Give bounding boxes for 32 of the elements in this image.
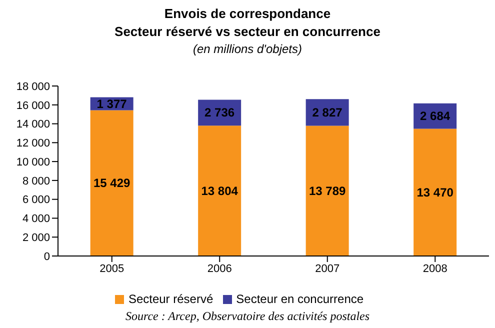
x-tick-label: 2006 (207, 262, 232, 275)
x-tick-label: 2008 (422, 262, 448, 275)
data-label: 2 827 (312, 105, 343, 120)
legend-label: Secteur en concurrence (236, 292, 364, 306)
data-label: 13 470 (416, 185, 454, 200)
source-note: Source : Arcep, Observatoire des activités postales (124, 309, 371, 324)
y-tick-label: 18 000 (16, 80, 50, 93)
chart-title: Envois de correspondance (163, 6, 332, 21)
bar (414, 128, 457, 256)
y-tick-label: 12 000 (16, 138, 50, 150)
data-label: 13 804 (201, 184, 238, 198)
y-tick-label: 0 (44, 250, 50, 263)
y-tick-label: 14 000 (16, 118, 50, 131)
y-tick-label: 10 000 (16, 156, 50, 168)
data-label: 15 429 (93, 176, 131, 190)
x-tick-label: 2005 (100, 262, 124, 275)
bar (198, 126, 242, 256)
legend-label: Secteur réservé (128, 292, 214, 306)
y-tick-label: 16 000 (16, 100, 50, 112)
y-tick-label: 4 000 (22, 213, 50, 226)
y-tick-label: 2 000 (22, 232, 50, 244)
y-tick-label: 8 000 (22, 175, 50, 188)
text: (en millions d'objets) (192, 42, 303, 56)
data-label: 2 684 (420, 109, 450, 124)
bar (306, 126, 349, 256)
data-label: 13 789 (308, 184, 346, 198)
y-tick-label: 6 000 (22, 194, 50, 206)
data-label: 2 736 (204, 106, 235, 120)
x-tick-label: 2007 (315, 262, 340, 275)
chart-subtitle: Secteur réservé vs secteur en concurrence (114, 24, 382, 39)
bar (90, 110, 134, 256)
data-label: 1 377 (96, 96, 128, 111)
